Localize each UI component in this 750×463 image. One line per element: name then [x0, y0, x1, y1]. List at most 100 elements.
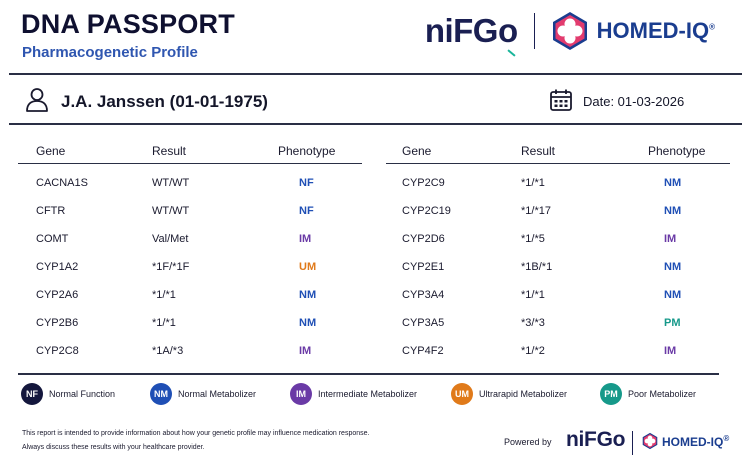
gene-cell: CYP4F2 — [402, 345, 444, 357]
table-row: CYP3A5 *3/*3 PM — [386, 304, 730, 332]
result-cell: *1/*2 — [521, 345, 545, 357]
footer-homed-logo-text: HOMED-IQ® — [662, 433, 730, 449]
page-title: DNA PASSPORT — [21, 9, 235, 39]
patient-name: J.A. Janssen (01-01-1975) — [61, 92, 268, 111]
result-cell: *1/*1 — [521, 177, 545, 189]
homed-logo-icon — [642, 432, 658, 450]
result-cell: *1F/*1F — [152, 261, 190, 273]
disclaimer: This report is intended to provide infor… — [22, 427, 369, 455]
header-divider — [9, 73, 742, 75]
phenotype-legend: NF Normal Function NM Normal Metabolizer… — [0, 381, 750, 409]
phenotype-cell: IM — [664, 233, 677, 245]
legend-label: Poor Metabolizer — [628, 389, 697, 399]
legend-badge: NF — [21, 383, 43, 405]
result-cell: *3/*3 — [521, 317, 545, 329]
phenotype-cell: NM — [664, 289, 682, 301]
phenotype-cell: NM — [299, 289, 317, 301]
gene-cell: CYP3A4 — [402, 289, 445, 301]
column-header-phenotype: Phenotype — [278, 144, 336, 158]
gene-cell: CYP2C8 — [36, 345, 79, 357]
result-cell: *1/*5 — [521, 233, 545, 245]
table-row: COMT Val/Met IM — [18, 220, 362, 248]
column-header-result: Result — [152, 144, 187, 158]
phenotype-cell: NF — [299, 177, 314, 189]
header-logos: niFGo HOMED-IQ® — [424, 6, 715, 57]
table-row: CYP2C9 *1/*1 NM — [386, 164, 730, 192]
legend-label: Normal Function — [49, 389, 116, 399]
gene-cell: CYP3A5 — [402, 317, 445, 329]
gene-cell: COMT — [36, 233, 69, 245]
disclaimer-line: Always discuss these results with your h… — [22, 444, 205, 451]
report-header: DNA PASSPORT Pharmacogenetic Profile niF… — [0, 0, 750, 74]
homed-logo-text: HOMED-IQ® — [596, 18, 715, 43]
gene-cell: CYP2D6 — [402, 233, 445, 245]
result-cell: *1/*1 — [521, 289, 545, 301]
homed-logo-icon — [552, 12, 587, 50]
phenotype-cell: IM — [299, 345, 312, 357]
result-cell: *1/*1 — [152, 317, 176, 329]
patient-row: J.A. Janssen (01-01-1975) Date: 01-03-20… — [0, 80, 750, 122]
phenotype-cell: NM — [664, 205, 682, 217]
gene-cell: CYP2B6 — [36, 317, 79, 329]
phenotype-cell: NF — [299, 205, 314, 217]
result-cell: *1A/*3 — [152, 345, 184, 357]
table-row: CYP1A2 *1F/*1F UM — [18, 248, 362, 276]
column-header-gene: Gene — [36, 144, 66, 158]
report-date: Date: 01-03-2026 — [583, 94, 685, 109]
legend-label: Intermediate Metabolizer — [318, 389, 418, 399]
genotype-table-left: Gene Result Phenotype CACNA1S WT/WT NF CFTR… — [18, 138, 362, 360]
result-cell: *1/*1 — [152, 289, 176, 301]
phenotype-cell: IM — [299, 233, 312, 245]
column-header-phenotype: Phenotype — [648, 144, 706, 158]
legend-item-nm: NM Normal Metabolizer — [150, 383, 256, 405]
legend-label: Ultrarapid Metabolizer — [479, 389, 568, 399]
table-row: CYP2B6 *1/*1 NM — [18, 304, 362, 332]
result-cell: *1/*17 — [521, 205, 551, 217]
legend-divider — [18, 373, 719, 375]
powered-by-label: Powered by — [504, 437, 552, 447]
table-row: CACNA1S WT/WT NF — [18, 164, 362, 192]
table-row: CYP2C8 *1A/*3 IM — [18, 332, 362, 360]
legend-item-nf: NF Normal Function — [21, 383, 115, 405]
gene-cell: CYP2E1 — [402, 261, 445, 273]
calendar-icon — [550, 89, 572, 111]
nifgo-logo-accent — [507, 49, 516, 57]
result-cell: *1B/*1 — [521, 261, 553, 273]
user-icon — [26, 88, 48, 112]
table-row: CYP2C19 *1/*17 NM — [386, 192, 730, 220]
legend-badge: PM — [600, 383, 622, 405]
table-header: Gene Result Phenotype — [386, 138, 730, 164]
homed-iq-logo: HOMED-IQ® — [549, 10, 715, 52]
legend-label: Normal Metabolizer — [178, 389, 257, 399]
legend-item-pm: PM Poor Metabolizer — [600, 383, 696, 405]
gene-cell: CACNA1S — [36, 177, 88, 189]
gene-cell: CYP2A6 — [36, 289, 79, 301]
gene-cell: CYP1A2 — [36, 261, 79, 273]
footer-nifgo-logo: niFGo — [566, 428, 626, 451]
gene-cell: CYP2C19 — [402, 205, 451, 217]
table-row: CYP3A4 *1/*1 NM — [386, 276, 730, 304]
patient-divider — [9, 123, 742, 125]
legend-item-im: IM Intermediate Metabolizer — [290, 383, 417, 405]
logo-divider — [533, 13, 535, 49]
legend-item-um: UM Ultrarapid Metabolizer — [451, 383, 567, 405]
page-subtitle: Pharmacogenetic Profile — [22, 44, 198, 61]
genotype-table-right: Gene Result Phenotype CYP2C9 *1/*1 NM CYP2C… — [386, 138, 730, 360]
legend-badge: IM — [290, 383, 312, 405]
legend-badge: UM — [451, 383, 473, 405]
gene-cell: CFTR — [36, 205, 66, 217]
table-row: CYP2A6 *1/*1 NM — [18, 276, 362, 304]
legend-badge: NM — [150, 383, 172, 405]
gene-cell: CYP2C9 — [402, 177, 445, 189]
result-cell: Val/Met — [152, 233, 189, 245]
nifgo-logo-text: niFGo — [424, 12, 518, 49]
column-header-gene: Gene — [402, 144, 432, 158]
column-header-result: Result — [521, 144, 556, 158]
footer-homed-iq-logo: HOMED-IQ® — [641, 432, 729, 450]
phenotype-cell: NM — [664, 177, 682, 189]
table-row: CYP2D6 *1/*5 IM — [386, 220, 730, 248]
footer-logo-divider — [632, 431, 633, 455]
result-cell: WT/WT — [152, 205, 190, 217]
table-row: CYP4F2 *1/*2 IM — [386, 332, 730, 360]
disclaimer-line: This report is intended to provide infor… — [22, 430, 370, 437]
